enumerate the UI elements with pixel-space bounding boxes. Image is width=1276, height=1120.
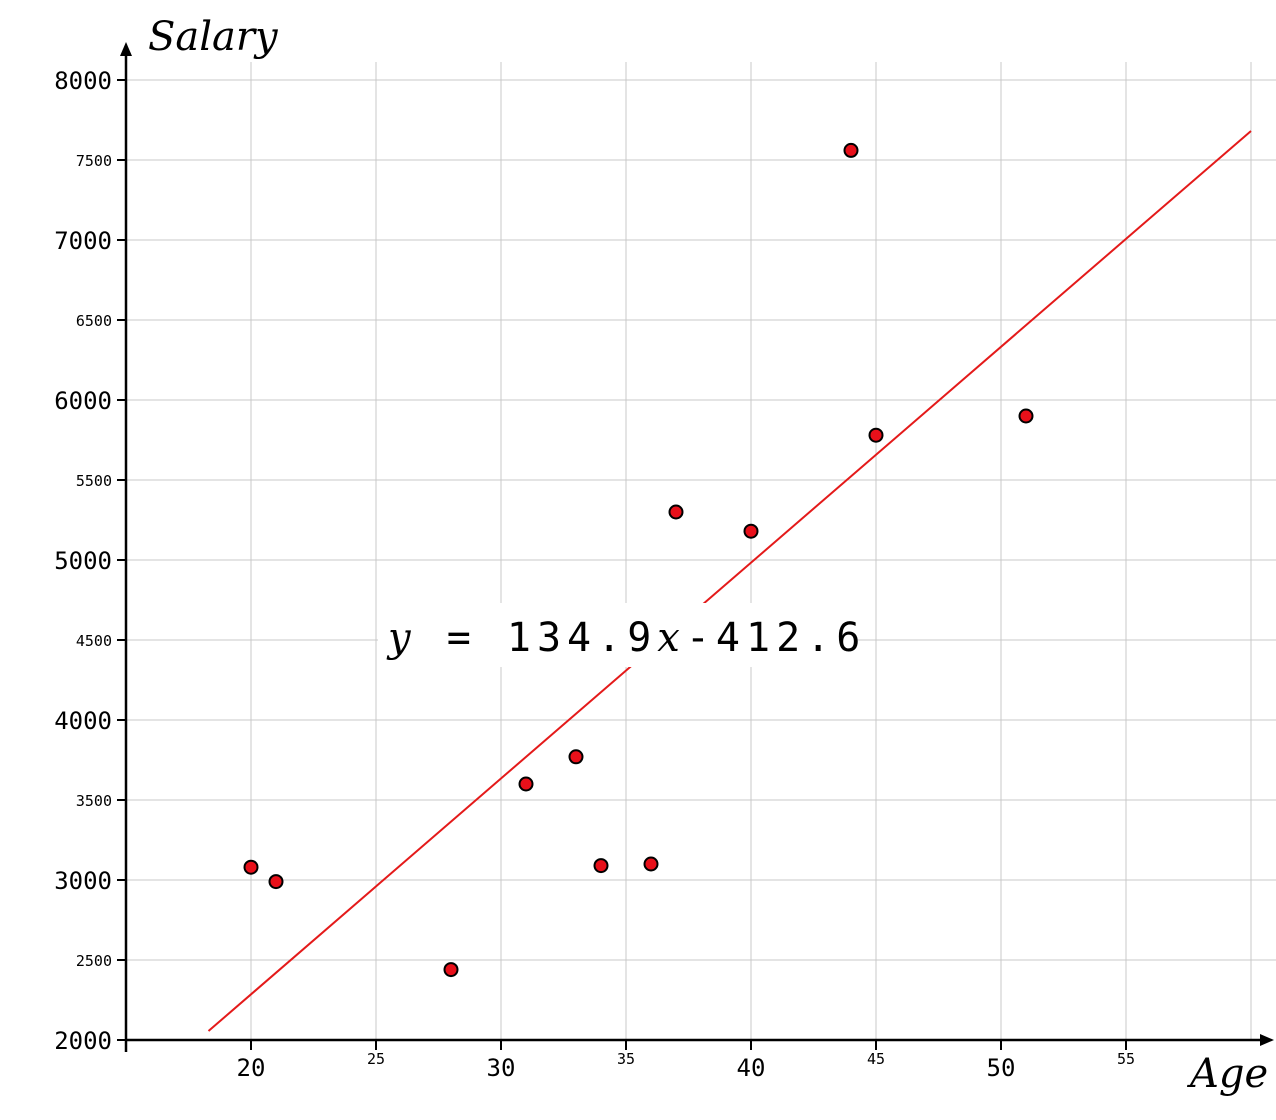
- data-point: [843, 142, 859, 158]
- x-tick-label: 35: [617, 1050, 635, 1068]
- y-tick-label: 5500: [76, 472, 112, 490]
- equation-equals: =: [417, 615, 507, 661]
- x-tick-label: 25: [367, 1050, 385, 1068]
- equation-coefficient: 134.9: [507, 615, 657, 661]
- data-point: [593, 858, 609, 874]
- data-point: [1018, 408, 1034, 424]
- y-tick-label: 6000: [54, 387, 112, 415]
- data-point: [743, 523, 759, 539]
- equation-background: [378, 603, 858, 667]
- y-tick-label: 6500: [76, 312, 112, 330]
- equation-rest: -412.6: [686, 615, 867, 661]
- data-point: [243, 859, 259, 875]
- data-point: [518, 776, 534, 792]
- equation-variable: x: [657, 615, 686, 661]
- y-axis-arrow-icon: [120, 42, 132, 56]
- data-point: [668, 504, 684, 520]
- x-axis-arrow-icon: [1260, 1034, 1274, 1046]
- data-point: [443, 962, 459, 978]
- x-tick-label: 50: [987, 1054, 1016, 1082]
- x-axis-title: Age: [1186, 1051, 1268, 1097]
- trendline-equation: y = 134.9x-412.6: [386, 615, 866, 661]
- y-tick-label: 4000: [54, 707, 112, 735]
- x-tick-label: 30: [487, 1054, 516, 1082]
- y-tick-label: 3000: [54, 867, 112, 895]
- y-tick-label: 5000: [54, 547, 112, 575]
- y-axis-title: Salary: [148, 14, 279, 60]
- y-tick-label: 8000: [54, 67, 112, 95]
- y-tick-label: 7500: [76, 152, 112, 170]
- grid-lines: [126, 62, 1276, 1040]
- x-tick-label: 20: [237, 1054, 266, 1082]
- y-tick-label: 2500: [76, 952, 112, 970]
- data-point: [268, 874, 284, 890]
- data-points: [243, 142, 1034, 978]
- x-tick-label: 45: [867, 1050, 885, 1068]
- data-point: [868, 427, 884, 443]
- y-tick-label: 3500: [76, 792, 112, 810]
- y-tick-label: 2000: [54, 1027, 112, 1055]
- data-point: [568, 749, 584, 765]
- y-tick-label: 4500: [76, 632, 112, 650]
- x-tick-label: 40: [737, 1054, 766, 1082]
- trend-line: [207, 130, 1252, 1032]
- data-point: [643, 856, 659, 872]
- ticks: 2000 3000 4000 5000 6000 7000 8000 2500 3500 4500…: [54, 67, 1135, 1082]
- equation-lhs: y: [386, 615, 417, 661]
- axes: [120, 42, 1274, 1052]
- x-tick-label: 55: [1117, 1050, 1135, 1068]
- y-tick-label: 7000: [54, 227, 112, 255]
